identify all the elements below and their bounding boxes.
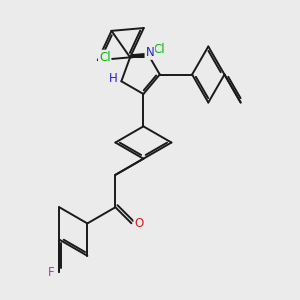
Text: O: O — [134, 217, 144, 230]
Text: Cl: Cl — [153, 44, 165, 56]
Text: H: H — [109, 72, 117, 85]
Text: Cl: Cl — [99, 51, 110, 64]
Text: N: N — [146, 46, 154, 59]
Text: F: F — [48, 266, 54, 279]
